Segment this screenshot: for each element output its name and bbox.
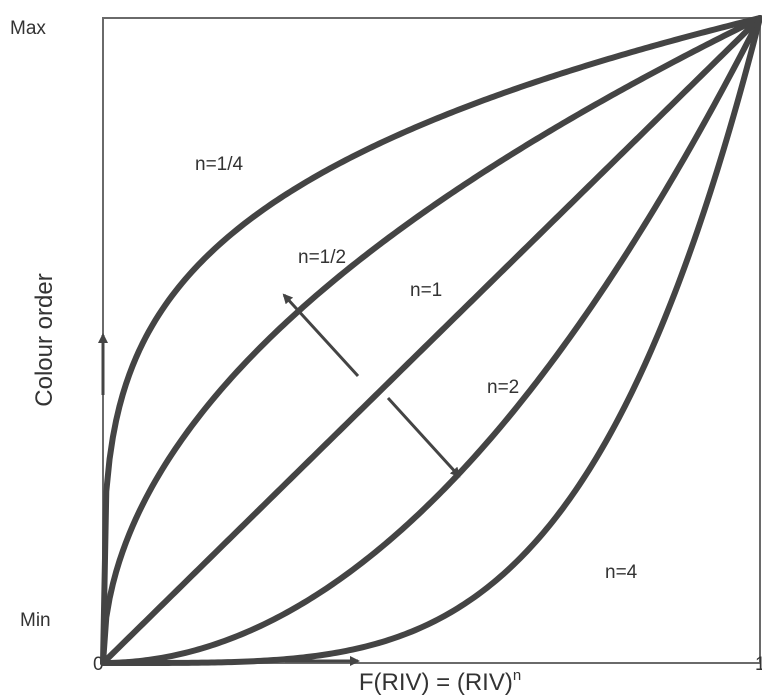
curve-label-n-0-25: n=1/4: [195, 154, 244, 175]
x-axis-title-main: F(RIV) = (RIV): [359, 669, 513, 696]
arrow-toward-smaller-n: [284, 295, 358, 376]
curve-label-n-1: n=1: [410, 280, 442, 301]
y-tick-min: Min: [20, 610, 51, 631]
curve-label-n-2: n=2: [487, 377, 519, 398]
curve-group: [103, 18, 760, 663]
arrow-toward-larger-n: [388, 398, 459, 476]
x-tick-1: 1: [755, 654, 762, 675]
y-axis-title: Colour order: [31, 273, 58, 406]
curve-n-1: [103, 18, 760, 663]
x-axis-title-superscript: n: [513, 667, 521, 684]
curve-label-n-0-5: n=1/2: [298, 247, 346, 268]
curve-label-n-4: n=4: [605, 562, 638, 583]
y-tick-max: Max: [10, 18, 46, 39]
x-axis-title: F(RIV) = (RIV)n: [359, 667, 521, 696]
